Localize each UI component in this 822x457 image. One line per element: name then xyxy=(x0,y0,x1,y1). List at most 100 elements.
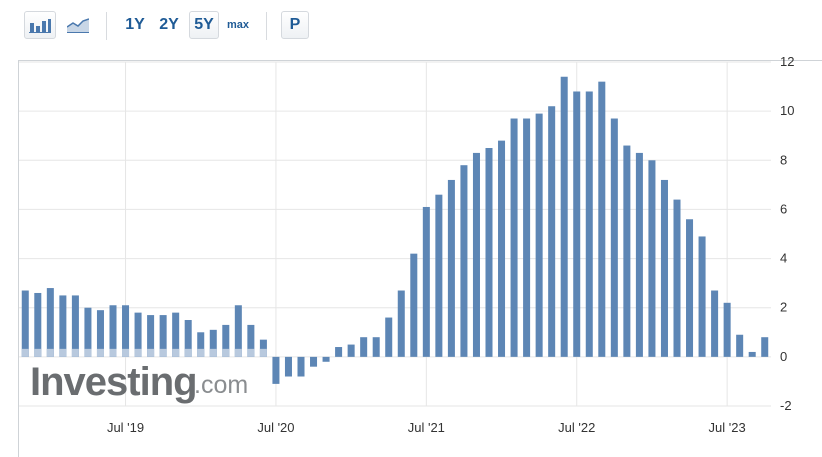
range-1y-button[interactable]: 1Y xyxy=(125,16,145,33)
bar-overlay xyxy=(172,348,180,357)
bar-overlay xyxy=(34,348,42,357)
bar[interactable] xyxy=(422,206,430,357)
bar[interactable] xyxy=(284,356,292,377)
bar[interactable] xyxy=(147,315,155,357)
bar-overlay xyxy=(159,348,167,357)
bar-overlay xyxy=(71,348,79,357)
bar[interactable] xyxy=(272,356,280,384)
bar[interactable] xyxy=(523,118,531,357)
bar[interactable] xyxy=(748,351,756,357)
bar-overlay xyxy=(147,348,155,357)
bar[interactable] xyxy=(447,179,455,357)
bar-chart-button[interactable] xyxy=(24,11,56,39)
bar[interactable] xyxy=(736,334,744,357)
bar[interactable] xyxy=(197,332,205,357)
x-tick-label: Jul '20 xyxy=(257,420,294,435)
y-tick-label: -2 xyxy=(780,398,792,413)
bar[interactable] xyxy=(122,305,130,357)
bar[interactable] xyxy=(385,317,393,357)
bar[interactable] xyxy=(159,315,167,357)
bar[interactable] xyxy=(134,312,142,357)
bar[interactable] xyxy=(460,165,468,357)
toolbar-separator xyxy=(266,12,267,40)
bar[interactable] xyxy=(34,292,42,357)
bar[interactable] xyxy=(723,302,731,357)
bar[interactable] xyxy=(673,199,681,357)
bar[interactable] xyxy=(711,290,719,357)
bar[interactable] xyxy=(485,148,493,357)
line-chart-button[interactable] xyxy=(62,11,94,39)
y-tick-label: 2 xyxy=(780,300,787,315)
bar[interactable] xyxy=(610,118,618,357)
bar-overlay xyxy=(134,348,142,357)
y-tick-label: 12 xyxy=(780,54,794,69)
bar-overlay xyxy=(109,348,117,357)
bar[interactable] xyxy=(623,145,631,357)
bar-overlay xyxy=(21,348,29,357)
bar[interactable] xyxy=(410,253,418,357)
bar[interactable] xyxy=(335,347,343,357)
bar[interactable] xyxy=(59,295,67,357)
bar[interactable] xyxy=(172,312,180,357)
bar[interactable] xyxy=(548,106,556,357)
bar[interactable] xyxy=(310,356,318,367)
bar[interactable] xyxy=(247,324,255,357)
bar[interactable] xyxy=(71,295,79,357)
bar[interactable] xyxy=(598,81,606,357)
y-tick-label: 4 xyxy=(780,251,787,266)
range-max-button[interactable]: max xyxy=(226,19,250,31)
bar-overlay xyxy=(96,348,104,357)
bar[interactable] xyxy=(46,288,54,357)
watermark-brand: Investing xyxy=(30,360,197,404)
bar[interactable] xyxy=(21,290,29,357)
bar-overlay xyxy=(234,348,242,357)
bar[interactable] xyxy=(535,113,543,357)
bar[interactable] xyxy=(234,305,242,357)
bar[interactable] xyxy=(573,91,581,357)
chart-frame xyxy=(18,60,822,457)
bar-overlay xyxy=(184,348,192,357)
bar[interactable] xyxy=(259,339,267,357)
bar[interactable] xyxy=(209,329,217,357)
bar-chart-icon xyxy=(29,19,51,33)
p-button[interactable]: P xyxy=(281,11,309,39)
bar[interactable] xyxy=(635,152,643,357)
bar[interactable] xyxy=(372,337,380,357)
y-tick-label: 0 xyxy=(780,349,787,364)
range-5y-button[interactable]: 5Y xyxy=(189,11,219,39)
bar-overlay xyxy=(222,348,230,357)
bar[interactable] xyxy=(498,140,506,357)
bar[interactable] xyxy=(472,152,480,357)
bar[interactable] xyxy=(698,236,706,357)
bar[interactable] xyxy=(347,344,355,357)
bar[interactable] xyxy=(322,356,330,362)
toolbar-separator xyxy=(106,12,107,40)
line-chart-icon xyxy=(67,18,89,33)
bar[interactable] xyxy=(660,179,668,357)
bar[interactable] xyxy=(222,324,230,357)
bar[interactable] xyxy=(109,305,117,357)
bar[interactable] xyxy=(297,356,305,377)
bar[interactable] xyxy=(510,118,518,357)
bar[interactable] xyxy=(184,320,192,357)
bar[interactable] xyxy=(96,310,104,357)
bar-overlay xyxy=(259,348,267,357)
range-2y-button[interactable]: 2Y xyxy=(159,16,179,33)
bar[interactable] xyxy=(560,76,568,357)
bar[interactable] xyxy=(360,337,368,357)
y-tick-label: 8 xyxy=(780,152,787,167)
watermark: Investing .com xyxy=(30,360,248,404)
bar-overlay xyxy=(59,348,67,357)
bar[interactable] xyxy=(84,307,92,357)
bar[interactable] xyxy=(435,194,443,357)
bar[interactable] xyxy=(648,160,656,357)
bar[interactable] xyxy=(686,219,694,357)
x-tick-label: Jul '21 xyxy=(408,420,445,435)
bar-overlay xyxy=(46,348,54,357)
bar-overlay xyxy=(197,348,205,357)
bar[interactable] xyxy=(397,290,405,357)
bar[interactable] xyxy=(585,91,593,357)
chart-toolbar: 1Y 2Y 5Y max P xyxy=(0,0,822,50)
bar[interactable] xyxy=(761,337,769,357)
